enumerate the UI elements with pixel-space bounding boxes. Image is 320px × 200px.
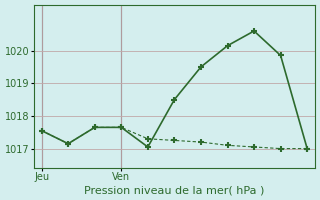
- X-axis label: Pression niveau de la mer( hPa ): Pression niveau de la mer( hPa ): [84, 185, 265, 195]
